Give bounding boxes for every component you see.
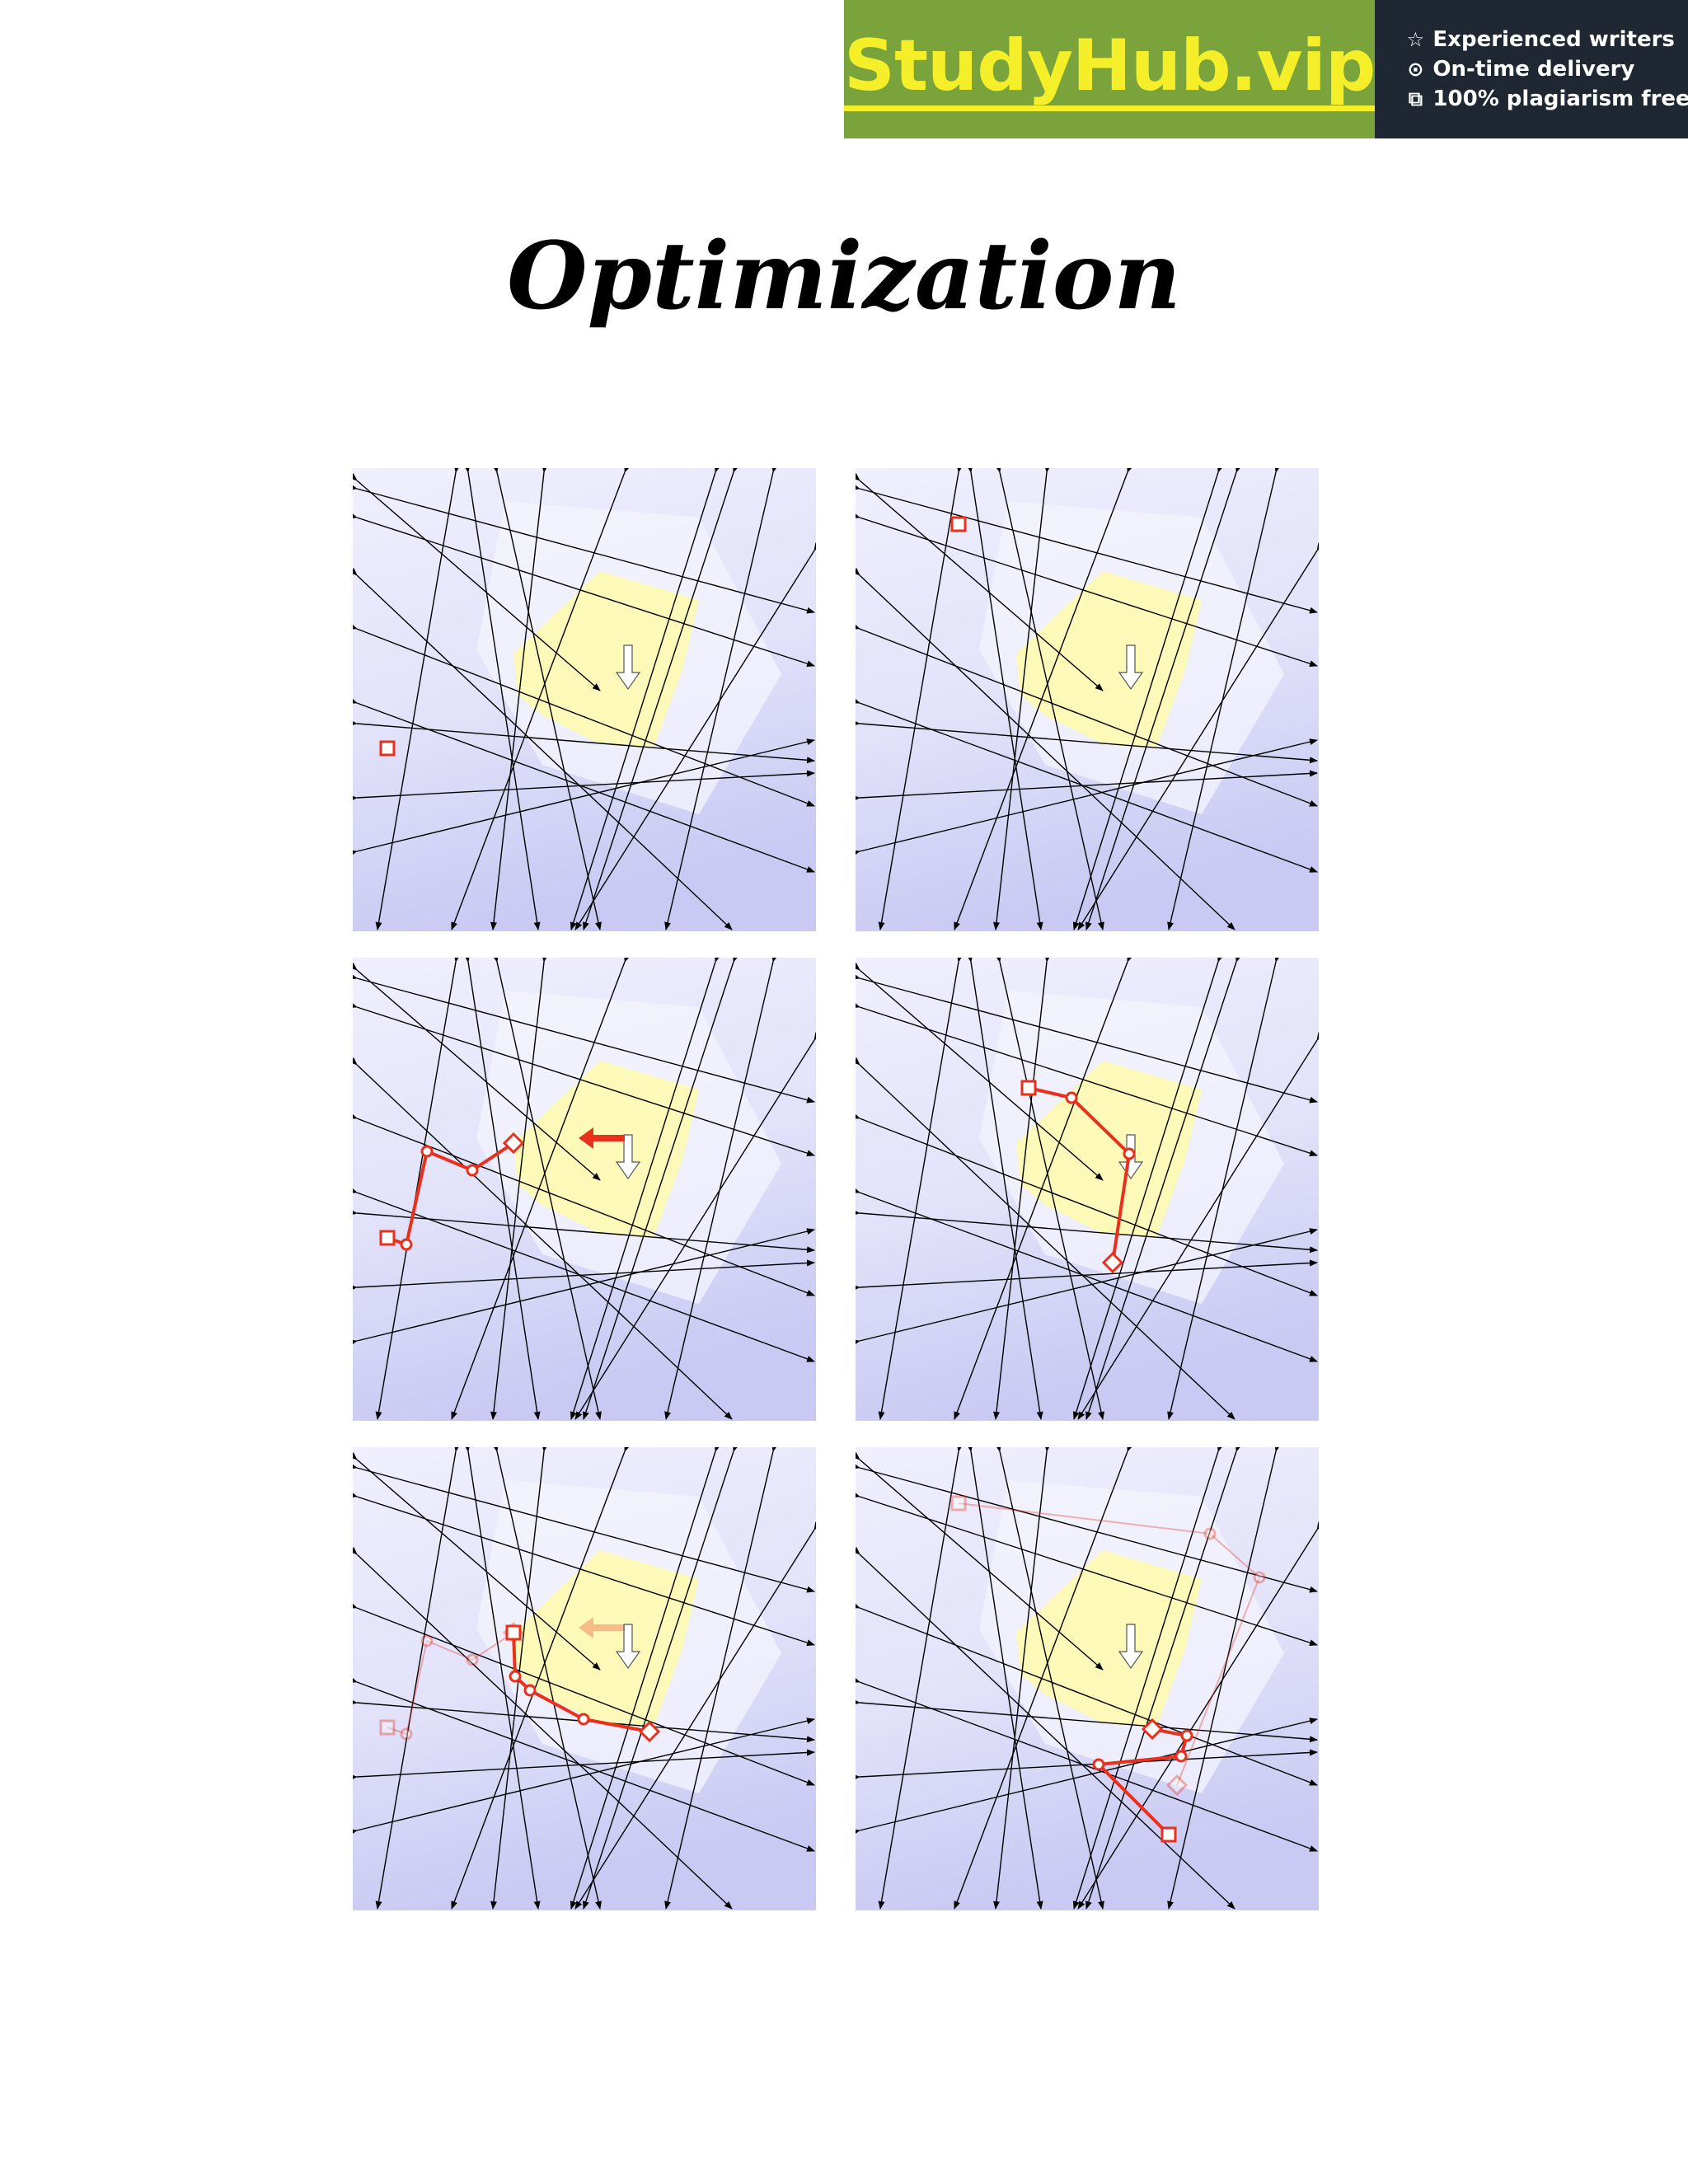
feature-on-time-delivery: ⊙ On-time delivery — [1404, 57, 1688, 82]
objective-arrow-icon — [1118, 644, 1144, 691]
objective-arrow-icon — [615, 1624, 641, 1670]
path-vertex-marker — [1253, 1571, 1266, 1584]
figure-panel-6 — [856, 1447, 1319, 1910]
red-direction-arrow-icon — [579, 1617, 625, 1638]
figure-panel-4 — [856, 958, 1319, 1421]
studyhub-logo[interactable]: StudyHub.vip — [844, 28, 1376, 111]
panel-5-diagram — [353, 1447, 816, 1910]
path-end-marker — [638, 1720, 661, 1743]
feature-experienced-writers: ☆ Experienced writers — [1404, 27, 1688, 52]
path-vertex-marker — [1180, 1729, 1193, 1742]
panel-3-diagram — [353, 958, 816, 1421]
constraint-line — [353, 1057, 733, 1420]
path-start-marker — [505, 1624, 522, 1641]
path-end-marker — [1141, 1718, 1164, 1741]
path-vertex-marker — [420, 1634, 434, 1647]
clock-icon: ⊙ — [1407, 58, 1424, 81]
constraint-line — [856, 567, 1236, 930]
figure-panel-1 — [353, 468, 816, 931]
path-end-marker — [1101, 1251, 1124, 1274]
constraint-line — [353, 567, 733, 930]
path-start-marker — [1020, 1080, 1037, 1096]
path-vertex-marker — [1203, 1527, 1217, 1540]
objective-arrow-icon — [615, 644, 641, 691]
figure-panel-2 — [856, 468, 1319, 931]
path-vertex-marker — [466, 1653, 479, 1666]
panel-1-diagram — [353, 468, 816, 931]
path-vertex-marker — [1092, 1758, 1105, 1771]
feature-label: On-time delivery — [1432, 57, 1635, 82]
objective-arrow-icon — [1118, 1624, 1144, 1670]
path-end-marker — [502, 1132, 525, 1155]
path-vertex-marker — [523, 1684, 537, 1697]
feature-label: 100% plagiarism free — [1432, 87, 1688, 111]
figure-panel-5 — [353, 1447, 816, 1910]
objective-arrow-icon — [615, 1134, 641, 1180]
page-title: Optimization — [507, 223, 1181, 330]
path-vertex-marker — [1175, 1750, 1188, 1763]
constraint-line — [856, 1546, 1236, 1910]
path-vertex-marker — [577, 1713, 590, 1726]
constraint-line — [856, 1057, 1236, 1420]
copy-icon: ⧉ — [1408, 87, 1423, 110]
panel-4-diagram — [856, 958, 1319, 1421]
figure-panel-3 — [353, 958, 816, 1421]
path-start-marker — [1160, 1826, 1177, 1843]
studyhub-banner[interactable]: StudyHub.vip ☆ Experienced writers ⊙ On-… — [844, 0, 1688, 138]
path-vertex-marker — [400, 1727, 413, 1741]
star-icon: ☆ — [1406, 28, 1425, 51]
path-vertex-marker — [420, 1145, 434, 1158]
path-start-marker — [950, 1495, 967, 1511]
banner-features: ☆ Experienced writers ⊙ On-time delivery… — [1375, 0, 1688, 138]
panel-6-diagram — [856, 1447, 1319, 1910]
path-start-marker — [379, 1230, 396, 1246]
simplex-path — [958, 1502, 1261, 1786]
feature-label: Experienced writers — [1432, 27, 1675, 52]
path-vertex-marker — [1065, 1091, 1078, 1104]
path-start-marker — [379, 1719, 396, 1736]
simplex-path — [1028, 1086, 1132, 1263]
feature-plagiarism-free: ⧉ 100% plagiarism free — [1404, 87, 1688, 111]
path-vertex-marker — [509, 1670, 522, 1683]
path-vertex-marker — [466, 1164, 479, 1177]
red-direction-arrow-icon — [579, 1127, 625, 1149]
path-vertex-marker — [400, 1238, 413, 1251]
start-vertex-marker — [950, 516, 967, 532]
start-vertex-marker — [379, 740, 396, 757]
panel-2-diagram — [856, 468, 1319, 931]
constraint-line — [353, 1546, 733, 1910]
path-vertex-marker — [1123, 1147, 1136, 1160]
simplex-path — [387, 1632, 514, 1736]
path-end-marker — [1165, 1774, 1189, 1797]
banner-logo-area[interactable]: StudyHub.vip — [844, 0, 1376, 138]
